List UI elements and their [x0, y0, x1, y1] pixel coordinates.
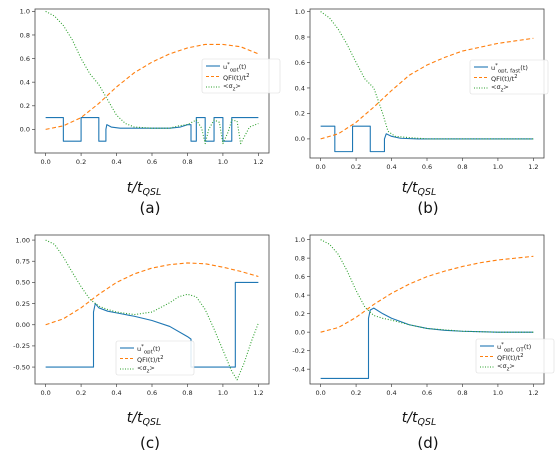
- panel-caption: (a): [140, 199, 161, 217]
- x-tick-label: 0.4: [386, 389, 396, 397]
- y-tick-label: -0.2: [292, 347, 305, 355]
- y-tick-label: -0.25: [13, 342, 30, 350]
- x-tick-label: 1.2: [528, 389, 538, 397]
- legend-box: [201, 58, 281, 94]
- x-tick-label: 0.4: [386, 163, 396, 171]
- x-tick-label: 0.8: [182, 389, 192, 397]
- x-tick-label: 0.8: [457, 389, 467, 397]
- x-tick-label: 1.2: [528, 163, 538, 171]
- y-tick-label: 1.0: [295, 8, 305, 16]
- y-tick-label: 0.4: [295, 291, 305, 299]
- series-line-sigma: [320, 239, 534, 333]
- legend-box: [475, 338, 555, 374]
- series-line-u: [45, 281, 259, 368]
- x-axis-label: t/tQSL: [127, 180, 162, 198]
- series-line-qfi: [45, 43, 259, 130]
- y-tick-label: 0.6: [20, 55, 30, 63]
- y-tick-label: 0.75: [16, 258, 30, 266]
- x-tick-label: 1.0: [218, 389, 228, 397]
- y-tick-label: 1.00: [16, 236, 30, 244]
- panel-caption: (c): [140, 434, 160, 452]
- x-tick-label: 0.4: [111, 389, 121, 397]
- x-tick-label: 0.4: [111, 158, 121, 166]
- y-tick-label: 0.6: [295, 273, 305, 281]
- legend-label: QFI(t)/t2: [497, 353, 524, 362]
- legend-label: <σz>: [223, 82, 241, 92]
- x-tick-label: 0.2: [76, 158, 86, 166]
- x-tick-label: 1.2: [253, 158, 263, 166]
- x-tick-label: 0.6: [147, 158, 157, 166]
- x-tick-label: 0.6: [422, 389, 432, 397]
- x-tick-label: 0.0: [40, 389, 50, 397]
- y-tick-label: 0.0: [295, 135, 305, 143]
- x-tick-label: 0.2: [351, 389, 361, 397]
- series-line-qfi: [320, 37, 534, 140]
- x-tick-label: 0.2: [351, 163, 361, 171]
- x-tick-label: 0.8: [182, 158, 192, 166]
- legend-label: u*opt(t): [223, 62, 246, 72]
- y-tick-label: 0.0: [20, 126, 30, 134]
- y-tick-label: 0.2: [20, 102, 30, 110]
- y-tick-label: 0.0: [295, 328, 305, 336]
- x-tick-label: 0.0: [40, 158, 50, 166]
- y-tick-label: 0.8: [295, 33, 305, 41]
- x-axis-label: t/tQSL: [127, 410, 162, 428]
- y-tick-label: 0.50: [16, 279, 30, 287]
- y-tick-label: 0.2: [295, 310, 305, 318]
- x-tick-label: 0.6: [147, 389, 157, 397]
- x-tick-label: 1.2: [253, 389, 263, 397]
- x-tick-label: 0.2: [76, 389, 86, 397]
- y-tick-label: 0.4: [295, 84, 305, 92]
- y-tick-label: 0.8: [295, 254, 305, 262]
- y-tick-label: -0.50: [13, 363, 30, 371]
- x-tick-label: 1.0: [493, 389, 503, 397]
- y-tick-label: 0.00: [16, 321, 30, 329]
- legend-label: u*opt(t): [137, 344, 160, 354]
- x-tick-label: 0.6: [422, 163, 432, 171]
- legend-label: <σz>: [491, 83, 509, 93]
- x-axis-label: t/tQSL: [402, 410, 437, 428]
- y-tick-label: 0.2: [295, 110, 305, 118]
- chart-panel-3: 0.0 0.2 0.4 0.6 0.8 1.0 1.2 -0.50 -0.25 0.00 0.25 0…: [13, 234, 270, 452]
- legend-label: u*opt, OT(t): [497, 342, 531, 352]
- y-tick-label: 1.0: [20, 8, 30, 16]
- chart-panel-2: 0.0 0.2 0.4 0.6 0.8 1.0 1.2 0.0 0.2 0.4 0.6 0.8 1.0 u…: [295, 8, 549, 217]
- series-line-sigma: [320, 11, 534, 140]
- legend-label: QFI(t)/t2: [137, 355, 164, 364]
- y-tick-label: 0.8: [20, 31, 30, 39]
- legend-label: QFI(t)/t2: [491, 74, 518, 83]
- legend-box: [469, 59, 549, 95]
- x-axis-label: t/tQSL: [402, 180, 437, 198]
- y-tick-label: -0.4: [292, 365, 305, 373]
- y-tick-label: 0.25: [16, 300, 30, 308]
- y-tick-label: 1.0: [295, 236, 305, 244]
- series-line-u: [45, 117, 259, 142]
- chart-panel-1: 0.0 0.2 0.4 0.6 0.8 1.0 1.2 0.0 0.2 0.4 0.6 0.8 1.0 u…: [20, 8, 281, 217]
- legend-label: <σz>: [497, 362, 515, 372]
- series-line-qfi: [45, 262, 259, 326]
- series-line-qfi: [320, 255, 534, 333]
- legend-label: <σz>: [137, 364, 155, 374]
- x-tick-label: 1.0: [493, 163, 503, 171]
- x-tick-label: 0.0: [315, 163, 325, 171]
- x-tick-label: 0.0: [315, 389, 325, 397]
- x-tick-label: 0.8: [457, 163, 467, 171]
- chart-panel-4: 0.0 0.2 0.4 0.6 0.8 1.0 1.2 -0.4 -0.2 0.0 0.2 0.4 0.…: [292, 234, 555, 452]
- y-tick-label: 0.4: [20, 78, 30, 86]
- x-tick-label: 1.0: [218, 158, 228, 166]
- legend-box: [115, 340, 195, 376]
- y-tick-label: 0.6: [295, 59, 305, 67]
- legend-label: QFI(t)/t2: [223, 73, 250, 82]
- legend-label: u*opt, fast(t): [491, 63, 528, 73]
- panel-caption: (d): [417, 434, 438, 452]
- panel-caption: (b): [417, 199, 438, 217]
